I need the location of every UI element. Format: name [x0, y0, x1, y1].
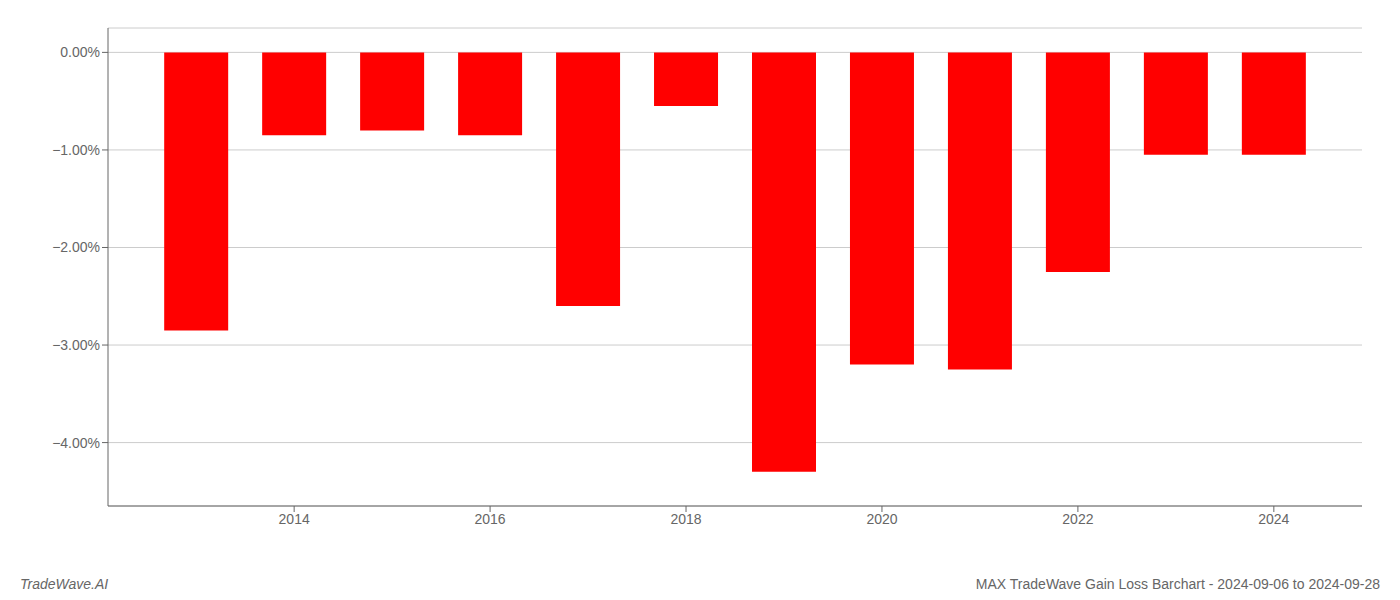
html-text:MAX TradeWave Gain Loss Barcha: MAX TradeWave Gain Loss Barchart - 2024-…: [975, 576, 1380, 592]
svg-text:0.00%: 0.00%: [60, 44, 100, 60]
svg-text:−4.00%: −4.00%: [52, 435, 100, 451]
svg-text:2020: 2020: [866, 511, 897, 527]
svg-text:−2.00%: −2.00%: [52, 239, 100, 255]
svg-text:2014: 2014: [279, 511, 310, 527]
svg-text:−3.00%: −3.00%: [52, 337, 100, 353]
svg-text:2018: 2018: [670, 511, 701, 527]
svg-text:−1.00%: −1.00%: [52, 142, 100, 158]
svg-text:2022: 2022: [1062, 511, 1093, 527]
svg-text:2016: 2016: [475, 511, 506, 527]
svg-text:2024: 2024: [1258, 511, 1289, 527]
html-text:TradeWave.AI: TradeWave.AI: [20, 576, 109, 592]
